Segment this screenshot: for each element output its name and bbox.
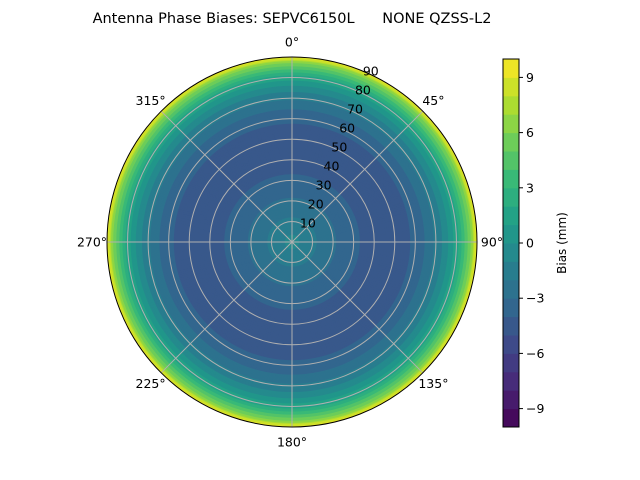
colorbar-tick-label: 3: [526, 180, 534, 195]
colorbar-tick-label: −3: [526, 291, 544, 306]
theta-tick-label: 315°: [136, 93, 166, 108]
r-tick-label: 60: [339, 121, 355, 136]
colorbar-level: [503, 335, 519, 354]
theta-gridline: [291, 241, 424, 374]
theta-tick-label: 90°: [481, 235, 503, 250]
colorbar-tick-label: 9: [526, 70, 534, 85]
colorbar-level: [503, 243, 519, 262]
r-tick-label: 70: [347, 102, 363, 117]
r-tick-labels: 10 20 30 40 50 60 70 80 90: [300, 64, 379, 231]
r-tick-label: 40: [324, 159, 340, 174]
colorbar-level: [503, 316, 519, 336]
theta-tick-label: 0°: [285, 35, 299, 50]
theta-tick-label: 135°: [418, 376, 448, 391]
colorbar-level: [503, 169, 519, 189]
r-tick-label: 10: [300, 216, 316, 231]
theta-gridline: [160, 241, 293, 374]
colorbar-level: [503, 114, 519, 134]
r-tick-label: 80: [355, 83, 371, 98]
colorbar-label: Bias (mm): [555, 212, 569, 274]
polar-grid: [106, 56, 478, 428]
r-tick-label: 20: [308, 197, 324, 212]
colorbar-level: [503, 353, 519, 373]
colorbar-tick-label: −6: [526, 346, 544, 361]
colorbar-tick-label: −9: [526, 401, 544, 416]
polar-frame: [106, 56, 478, 428]
colorbar-level: [503, 151, 519, 170]
colorbar-level: [503, 77, 519, 97]
theta-tick-label: 45°: [422, 93, 444, 108]
colorbar-level: [503, 187, 519, 207]
colorbar-level: [503, 408, 519, 428]
colorbar: −9 −6 −3 0 3 6 9: [502, 58, 544, 428]
theta-tick-labels: 0° 45° 90° 135° 180° 225° 270° 315°: [77, 35, 503, 450]
colorbar-level: [503, 298, 519, 318]
colorbar-level: [503, 261, 519, 281]
theta-tick-label: 270°: [77, 235, 107, 250]
colorbar-tick-label: 0: [526, 236, 534, 251]
colorbar-level: [503, 132, 519, 152]
colorbar-level: [503, 279, 519, 299]
r-tick-label: 30: [316, 178, 332, 193]
r-tick-label: 90: [363, 64, 379, 79]
r-tick-label: 50: [331, 140, 347, 155]
theta-tick-label: 180°: [277, 435, 307, 450]
theta-gridline: [291, 110, 424, 243]
theta-gridline: [160, 110, 293, 243]
theta-tick-label: 225°: [136, 376, 166, 391]
colorbar-level: [503, 206, 519, 226]
colorbar-level: [503, 95, 519, 115]
colorbar-level: [503, 224, 519, 244]
chart-title: Antenna Phase Biases: SEPVC6150L NONE QZ…: [93, 11, 492, 27]
colorbar-level: [503, 390, 519, 410]
colorbar-level: [503, 371, 519, 391]
colorbar-tick-label: 6: [526, 125, 534, 140]
colorbar-level: [503, 59, 519, 78]
